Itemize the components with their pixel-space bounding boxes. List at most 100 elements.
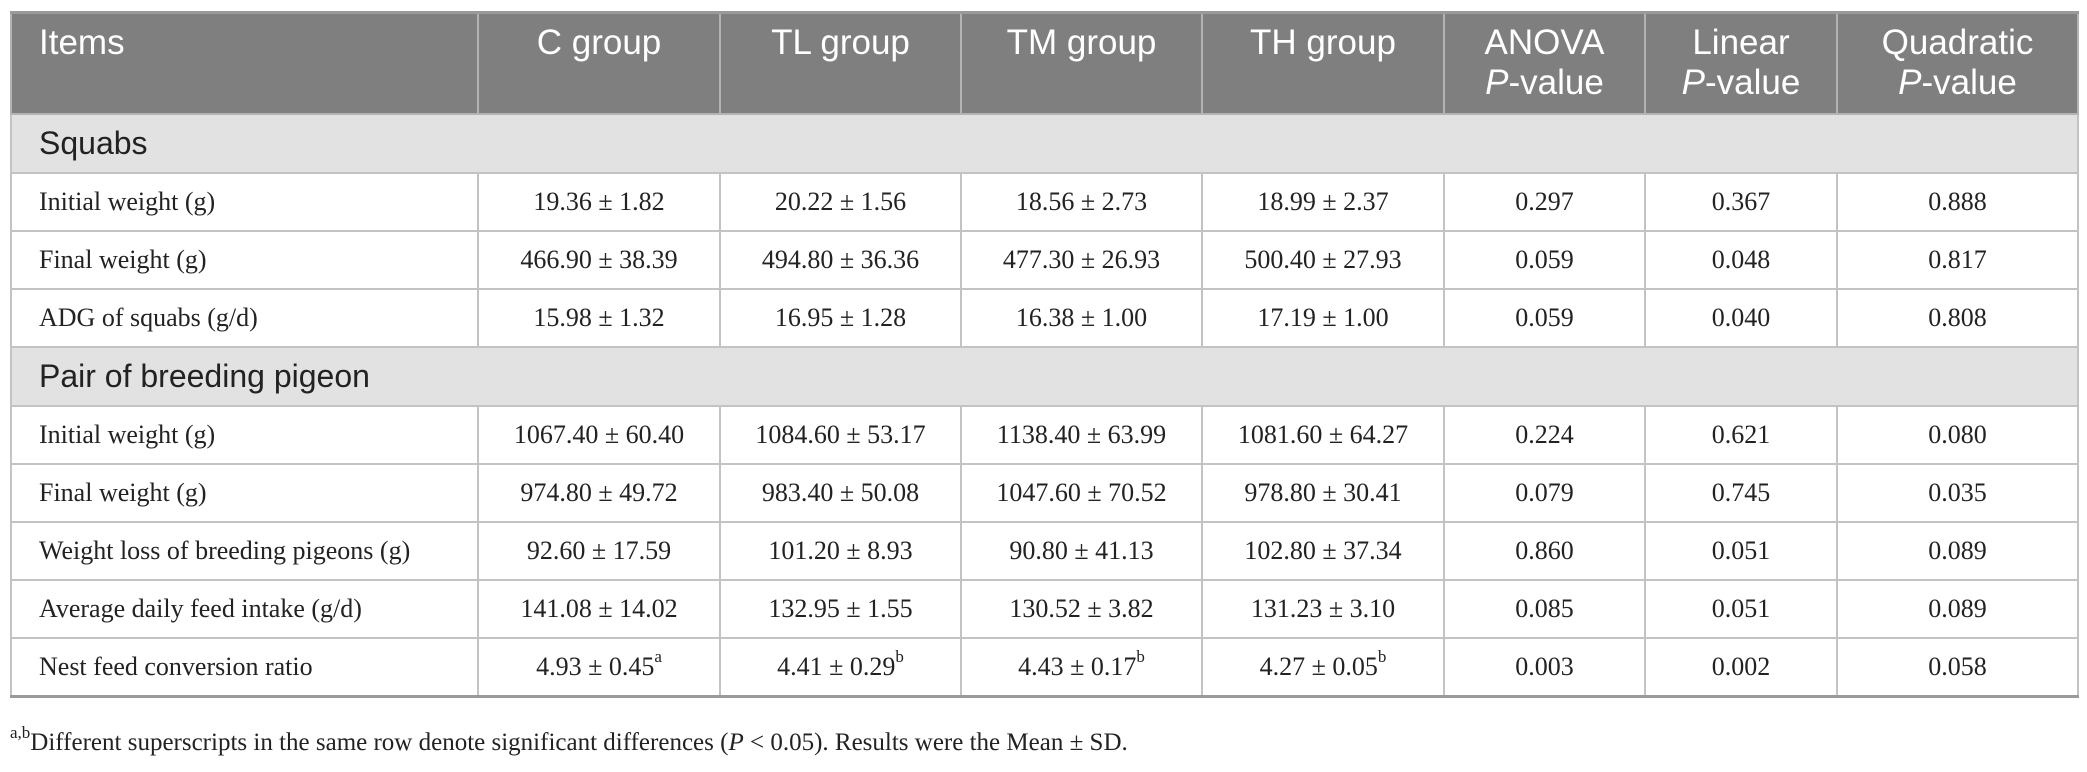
- cell-value: 1067.40 ± 60.40: [513, 420, 685, 449]
- cell-value: 16.38 ± 1.00: [1015, 303, 1148, 332]
- cell-th-group: 17.19 ± 1.00: [1201, 288, 1445, 348]
- header-tl-group: TL group: [719, 11, 962, 115]
- cell-value: 130.52 ± 3.82: [1009, 594, 1154, 623]
- cell-th-group: 102.80 ± 37.34: [1201, 521, 1445, 581]
- cell-value: 0.808: [1928, 303, 1987, 332]
- cell-value: 0.089: [1928, 594, 1987, 623]
- cell-item: Final weight (g): [10, 463, 479, 523]
- cell-linear-pvalue: 0.367: [1644, 172, 1838, 232]
- cell-value: 500.40 ± 27.93: [1244, 245, 1402, 274]
- cell-value: 0.888: [1928, 187, 1987, 216]
- cell-value: 1138.40 ± 63.99: [996, 420, 1167, 449]
- results-table: Items C group TL group TM group TH group…: [10, 11, 2079, 698]
- cell-value: 0.059: [1515, 245, 1574, 274]
- cell-anova-pvalue: 0.003: [1443, 637, 1646, 698]
- table-header: Items C group TL group TM group TH group…: [10, 11, 2079, 115]
- footnote-superscript: a,b: [10, 722, 31, 742]
- cell-linear-pvalue: 0.051: [1644, 579, 1838, 639]
- cell-value: 0.003: [1515, 652, 1574, 681]
- table-row: ADG of squabs (g/d) 15.98 ± 1.32 16.95 ± 1…: [10, 288, 2079, 348]
- cell-quadratic-pvalue: 0.058: [1836, 637, 2079, 698]
- cell-value: 102.80 ± 37.34: [1244, 536, 1402, 565]
- cell-item: ADG of squabs (g/d): [10, 288, 479, 348]
- cell-tl-group: 132.95 ± 1.55: [719, 579, 962, 639]
- cell-c-group: 92.60 ± 17.59: [477, 521, 721, 581]
- cell-value: 0.079: [1515, 478, 1574, 507]
- cell-c-group: 4.93 ± 0.45a: [477, 637, 721, 698]
- cell-th-group: 18.99 ± 2.37: [1201, 172, 1445, 232]
- cell-value: 4.93 ± 0.45: [536, 652, 655, 681]
- cell-value: 1084.60 ± 53.17: [755, 420, 926, 449]
- cell-linear-pvalue: 0.002: [1644, 637, 1838, 698]
- cell-linear-pvalue: 0.051: [1644, 521, 1838, 581]
- cell-tm-group: 130.52 ± 3.82: [960, 579, 1203, 639]
- cell-tl-group: 20.22 ± 1.56: [719, 172, 962, 232]
- table-footnote: a,bDifferent superscripts in the same ro…: [10, 724, 1128, 757]
- cell-linear-pvalue: 0.621: [1644, 405, 1838, 465]
- table-row: Nest feed conversion ratio 4.93 ± 0.45a 4.…: [10, 637, 2079, 698]
- cell-tl-group: 4.41 ± 0.29b: [719, 637, 962, 698]
- cell-tl-group: 983.40 ± 50.08: [719, 463, 962, 523]
- cell-value: 1047.60 ± 70.52: [996, 478, 1167, 507]
- cell-value: 0.085: [1515, 594, 1574, 623]
- cell-c-group: 466.90 ± 38.39: [477, 230, 721, 290]
- cell-value: 19.36 ± 1.82: [533, 187, 665, 216]
- cell-th-group: 4.27 ± 0.05b: [1201, 637, 1445, 698]
- header-c-group: C group: [477, 11, 721, 115]
- cell-value: 0.051: [1711, 594, 1771, 623]
- table-row: Weight loss of breeding pigeons (g) 92.60…: [10, 521, 2079, 581]
- cell-item: Average daily feed intake (g/d): [10, 579, 479, 639]
- cell-quadratic-pvalue: 0.080: [1836, 405, 2079, 465]
- cell-tm-group: 16.38 ± 1.00: [960, 288, 1203, 348]
- cell-linear-pvalue: 0.048: [1644, 230, 1838, 290]
- footnote-text-before: Different superscripts in the same row d…: [30, 729, 729, 756]
- header-items: Items: [10, 11, 479, 115]
- cell-c-group: 1067.40 ± 60.40: [477, 405, 721, 465]
- cell-th-group: 500.40 ± 27.93: [1201, 230, 1445, 290]
- cell-quadratic-pvalue: 0.089: [1836, 579, 2079, 639]
- table-row: Final weight (g) 974.80 ± 49.72 983.40 ± 5…: [10, 463, 2079, 523]
- cell-value: 0.051: [1711, 536, 1771, 565]
- cell-value: 17.19 ± 1.00: [1257, 303, 1389, 332]
- cell-c-group: 974.80 ± 49.72: [477, 463, 721, 523]
- cell-value: 0.080: [1928, 420, 1987, 449]
- cell-tm-group: 1047.60 ± 70.52: [960, 463, 1203, 523]
- cell-value: 131.23 ± 3.10: [1250, 594, 1396, 623]
- cell-anova-pvalue: 0.297: [1443, 172, 1646, 232]
- cell-tl-group: 1084.60 ± 53.17: [719, 405, 962, 465]
- cell-value: 0.035: [1928, 478, 1987, 507]
- cell-c-group: 141.08 ± 14.02: [477, 579, 721, 639]
- cell-linear-pvalue: 0.745: [1644, 463, 1838, 523]
- cell-value: 132.95 ± 1.55: [768, 594, 913, 623]
- cell-value: 0.002: [1711, 652, 1771, 681]
- header-th-group: TH group: [1201, 11, 1445, 115]
- cell-item: Initial weight (g): [10, 172, 479, 232]
- cell-anova-pvalue: 0.079: [1443, 463, 1646, 523]
- footnote-text-after: < 0.05). Results were the Mean ± SD.: [743, 729, 1128, 756]
- cell-value: 4.41 ± 0.29: [777, 652, 896, 681]
- cell-anova-pvalue: 0.059: [1443, 230, 1646, 290]
- cell-item: Initial weight (g): [10, 405, 479, 465]
- cell-quadratic-pvalue: 0.888: [1836, 172, 2079, 232]
- significance-superscript: b: [895, 647, 904, 667]
- cell-quadratic-pvalue: 0.808: [1836, 288, 2079, 348]
- cell-anova-pvalue: 0.224: [1443, 405, 1646, 465]
- significance-superscript: a: [654, 647, 662, 667]
- cell-value: 477.30 ± 26.93: [1002, 245, 1161, 274]
- cell-c-group: 19.36 ± 1.82: [477, 172, 721, 232]
- cell-value: 4.43 ± 0.17: [1018, 652, 1137, 681]
- cell-value: 15.98 ± 1.32: [533, 303, 665, 332]
- cell-value: 0.817: [1928, 245, 1987, 274]
- table-container: Items C group TL group TM group TH group…: [10, 11, 2079, 698]
- table-row: Average daily feed intake (g/d) 141.08 ± …: [10, 579, 2079, 639]
- cell-value: 101.20 ± 8.93: [768, 536, 913, 565]
- cell-tm-group: 18.56 ± 2.73: [960, 172, 1203, 232]
- cell-value: 0.040: [1711, 303, 1771, 332]
- cell-value: 0.621: [1711, 420, 1771, 449]
- cell-value: 0.058: [1928, 652, 1987, 681]
- table-body: Squabs Initial weight (g) 19.36 ± 1.82 20.2…: [10, 113, 2079, 698]
- header-tm-group: TM group: [960, 11, 1203, 115]
- cell-anova-pvalue: 0.085: [1443, 579, 1646, 639]
- cell-value: 18.99 ± 2.37: [1257, 187, 1389, 216]
- cell-tm-group: 1138.40 ± 63.99: [960, 405, 1203, 465]
